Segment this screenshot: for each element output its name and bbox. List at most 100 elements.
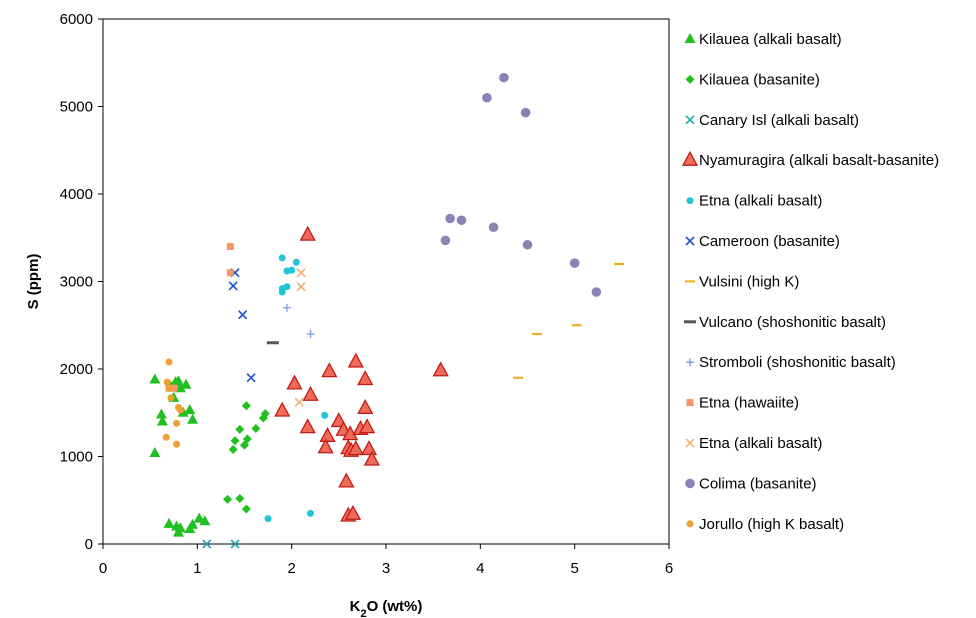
data-point <box>359 418 376 434</box>
legend-item: Kilauea (basanite) <box>685 71 820 88</box>
legend-label: Etna (alkali basalt) <box>699 435 822 452</box>
legend-item: Colima (basanite) <box>685 475 817 492</box>
data-point <box>230 436 240 446</box>
y-tick-label: 2000 <box>60 361 93 378</box>
data-point <box>246 373 256 383</box>
data-point <box>307 509 315 517</box>
data-point <box>180 378 192 389</box>
data-point <box>319 427 336 443</box>
data-point <box>235 424 245 434</box>
data-point <box>241 504 251 514</box>
series-10 <box>294 268 306 407</box>
y-tick-label: 1000 <box>60 449 93 466</box>
legend-label: Stromboli (shoshonitic basalt) <box>699 354 896 371</box>
y-axis: 0 1000 2000 3000 4000 5000 6000 <box>60 11 103 553</box>
data-point <box>172 375 184 386</box>
data-point <box>228 281 238 291</box>
legend-label: Nyamuragira (alkali basalt-basanite) <box>699 152 939 169</box>
data-point <box>163 378 171 386</box>
data-point <box>317 438 334 454</box>
series-3 <box>274 225 449 522</box>
legend-item: Jorullo (high K basalt) <box>686 516 844 533</box>
legend-marker <box>681 150 699 166</box>
data-point <box>569 258 580 268</box>
data-point <box>165 358 173 366</box>
legend-item: Etna (hawaiite) <box>686 395 799 412</box>
data-point <box>274 401 291 417</box>
legend-item: Kilauea (alkali basalt) <box>684 31 842 48</box>
data-point <box>173 419 181 427</box>
data-point <box>187 518 199 529</box>
y-tick-label: 3000 <box>60 274 93 291</box>
data-point <box>288 266 296 274</box>
legend-item: Nyamuragira (alkali basalt-basanite) <box>681 150 939 169</box>
x-tick-label: 6 <box>665 560 673 577</box>
data-point <box>235 494 245 503</box>
x-tick-label: 0 <box>99 560 107 577</box>
data-point <box>296 282 306 292</box>
x-tick-label: 4 <box>476 560 484 577</box>
data-point <box>170 384 178 392</box>
data-point <box>294 397 304 407</box>
legend-label: Kilauea (basanite) <box>699 71 820 88</box>
series-6 <box>513 262 625 379</box>
data-point <box>440 235 451 246</box>
plot-border <box>102 18 670 545</box>
y-tick-label: 5000 <box>60 99 93 116</box>
data-point <box>488 222 499 233</box>
y-tick-label: 0 <box>85 536 93 553</box>
data-point <box>187 413 199 424</box>
x-tick-label: 1 <box>193 560 201 577</box>
legend: Kilauea (alkali basalt) Kilauea (basanite… <box>681 31 939 533</box>
data-point <box>228 445 238 454</box>
series-4 <box>264 254 329 523</box>
series-8 <box>282 303 315 338</box>
legend-marker <box>686 197 694 205</box>
data-points <box>149 72 625 549</box>
data-point <box>223 494 233 504</box>
data-point <box>286 374 303 390</box>
data-point <box>230 539 240 549</box>
series-5 <box>228 268 256 383</box>
data-point <box>520 107 531 118</box>
legend-item: Vulsini (high K) <box>685 273 799 290</box>
data-point <box>165 384 173 392</box>
data-point <box>199 515 211 526</box>
legend-label: Vulcano (shoshonitic basalt) <box>699 314 886 331</box>
data-point <box>176 406 184 414</box>
data-point <box>283 283 291 291</box>
data-point <box>282 303 291 312</box>
data-point <box>344 504 362 520</box>
series-11 <box>440 72 602 297</box>
legend-label: Jorullo (high K basalt) <box>699 516 844 533</box>
data-point <box>202 539 212 549</box>
x-tick-label: 3 <box>382 560 390 577</box>
data-point <box>174 522 186 533</box>
data-point <box>321 362 338 378</box>
data-point <box>173 440 181 448</box>
data-point <box>302 385 319 401</box>
data-point <box>149 447 161 457</box>
data-point <box>278 254 286 262</box>
data-point <box>499 72 509 83</box>
data-point <box>591 287 602 297</box>
data-point <box>242 434 252 444</box>
data-point <box>296 268 306 278</box>
legend-item: Stromboli (shoshonitic basalt) <box>686 354 896 371</box>
data-point <box>155 408 167 419</box>
series-1 <box>223 401 270 514</box>
data-point <box>241 401 251 411</box>
x-tick-label: 2 <box>287 560 295 577</box>
legend-label: Canary Isl (alkali basalt) <box>699 112 859 129</box>
data-point <box>174 382 186 393</box>
series-0 <box>149 373 211 537</box>
legend-marker <box>685 438 695 448</box>
data-point <box>347 440 364 456</box>
data-point <box>156 415 168 426</box>
data-point <box>226 243 234 250</box>
legend-label: Vulsini (high K) <box>699 273 799 290</box>
legend-label: Kilauea (alkali basalt) <box>699 31 842 48</box>
y-axis-title: S (ppm) <box>25 254 42 310</box>
data-point <box>432 361 449 377</box>
